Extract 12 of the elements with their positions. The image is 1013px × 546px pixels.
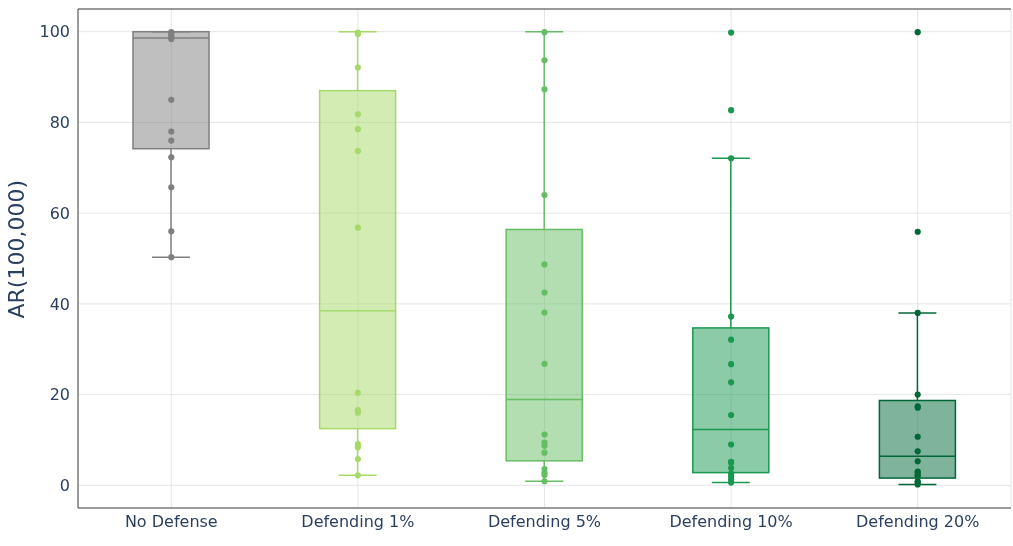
y-tick-label: 80 <box>49 113 70 133</box>
x-tick-label: Defending 5% <box>487 512 602 532</box>
y-tick-label: 100 <box>39 22 70 42</box>
y-tick-label: 40 <box>49 294 70 314</box>
y-tick-label: 0 <box>59 476 70 495</box>
x-tick-label: Defending 10% <box>669 512 793 532</box>
y-tick-label: 20 <box>49 385 70 405</box>
y-axis-title: AR(100,000) <box>3 180 29 319</box>
x-tick-label: Defending 1% <box>301 512 415 532</box>
x-tick-label: No Defense <box>124 512 218 532</box>
x-tick-label: Defending 20% <box>856 512 980 532</box>
y-tick-label: 60 <box>49 203 70 223</box>
